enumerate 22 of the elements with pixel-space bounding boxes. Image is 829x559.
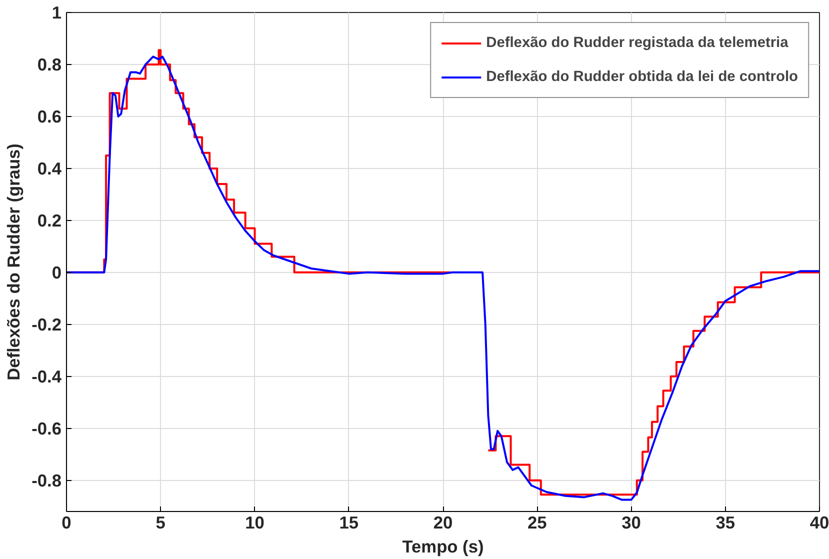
x-tick-label: 15: [339, 512, 359, 532]
y-tick-label: 0.4: [37, 158, 62, 178]
y-tick-label: 1: [52, 2, 62, 22]
x-axis-title: Tempo (s): [402, 536, 484, 556]
legend-label: Deflexão do Rudder obtida da lei de controlo: [486, 69, 798, 85]
x-tick-label: 20: [433, 512, 453, 532]
legend-label: Deflexão do Rudder registada da telemetria: [486, 35, 788, 51]
y-tick-label: -0.4: [32, 366, 62, 386]
y-tick-label: -0.2: [32, 314, 62, 334]
y-tick-label: -0.8: [32, 470, 62, 490]
y-axis-title: Deflexões do Rudder (graus): [4, 144, 24, 380]
x-tick-label: 40: [810, 512, 829, 532]
y-tick-label: 0: [52, 262, 62, 282]
x-tick-label: 35: [716, 512, 736, 532]
x-tick-label: 25: [527, 512, 548, 532]
y-tick-label: 0.2: [37, 210, 62, 230]
y-tick-label: 0.6: [37, 106, 62, 126]
y-tick-label: -0.6: [32, 418, 62, 438]
x-tick-label: 10: [245, 512, 264, 532]
x-tick-label: 5: [156, 512, 166, 532]
y-tick-label: 0.8: [37, 54, 62, 74]
x-tick-label: 30: [622, 512, 641, 532]
